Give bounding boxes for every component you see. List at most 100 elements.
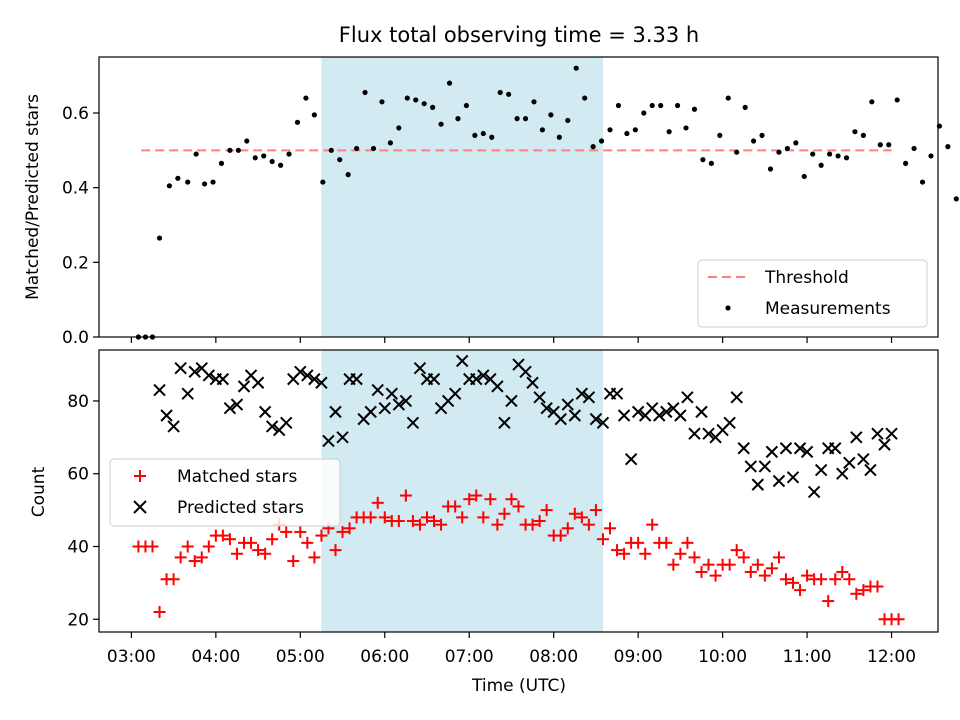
predicted-point (575, 387, 589, 400)
matched-point (252, 544, 265, 557)
observing-span (321, 57, 603, 337)
measurement-point (337, 157, 343, 163)
matched-point (730, 544, 743, 557)
predicted-point (265, 420, 279, 433)
predicted-point (392, 398, 406, 411)
matched-point (230, 547, 243, 560)
predicted-point (568, 409, 582, 422)
measurement-point (497, 89, 503, 96)
measurement-point (438, 121, 444, 127)
predicted-point (294, 365, 307, 379)
predicted-point (251, 376, 265, 389)
y-tick-label: 80 (67, 392, 89, 412)
matched-point (611, 544, 624, 557)
matched-point (674, 547, 687, 560)
matched-point (188, 555, 201, 568)
x-tick-label: 04:00 (191, 647, 240, 667)
measurement-point (413, 97, 419, 103)
x-tick-label: 03:00 (107, 647, 156, 667)
measurement-point (320, 179, 326, 185)
predicted-point (258, 405, 272, 419)
matched-point (484, 493, 497, 506)
predicted-point (540, 402, 553, 415)
measurement-point (303, 95, 309, 101)
measurement-point (818, 162, 824, 168)
predicted-point (779, 442, 793, 455)
measurement-point (311, 112, 317, 118)
matched-point (660, 536, 673, 549)
matched-point (751, 558, 764, 571)
measurement-point (852, 129, 858, 135)
matched-point (695, 565, 708, 578)
matched-points (132, 489, 905, 626)
predicted-point (554, 412, 567, 426)
legend-predicted-swatch (133, 500, 147, 514)
legend-matched-swatch (134, 470, 146, 482)
matched-point (202, 540, 215, 553)
legend-matched-label: Matched stars (177, 467, 297, 487)
matched-point (667, 558, 680, 571)
predicted-point (758, 460, 772, 473)
measurement-point (725, 95, 731, 101)
predicted-point (730, 391, 743, 404)
matched-point (709, 569, 722, 582)
measurement-point (658, 102, 664, 109)
matched-point (772, 551, 785, 564)
measurement-point (286, 151, 292, 157)
matched-point (449, 500, 462, 513)
measurement-point (911, 145, 917, 152)
matched-point (843, 573, 856, 586)
measurement-point (801, 173, 807, 180)
measurement-point (607, 127, 613, 133)
matched-point (794, 584, 807, 597)
measurement-point (835, 153, 841, 159)
measurement-point (166, 183, 172, 189)
measurement-point (421, 101, 427, 107)
x-tick-label: 08:00 (529, 647, 578, 667)
y-tick-label: 0.6 (62, 104, 89, 124)
matched-point (245, 536, 258, 549)
matched-point (815, 573, 828, 586)
predicted-point (807, 485, 821, 499)
measurement-point (877, 142, 883, 148)
predicted-point (836, 467, 849, 480)
measurement-point (810, 151, 816, 157)
predicted-point (230, 398, 244, 411)
measurement-point (185, 179, 191, 185)
matched-point (329, 544, 342, 557)
x-tick-label: 06:00 (360, 647, 409, 667)
measurement-point (193, 151, 199, 157)
measurement-point (666, 129, 672, 135)
matched-point (153, 605, 166, 618)
predicted-point (751, 478, 765, 491)
chart-title: Flux total observing time = 3.33 h (339, 23, 699, 47)
predicted-point (814, 463, 828, 477)
x-tick-label: 05:00 (276, 647, 325, 667)
predicted-point (850, 431, 863, 444)
measurement-point (641, 110, 647, 116)
matched-point (857, 584, 870, 597)
predicted-point (280, 416, 293, 429)
predicted-point (491, 380, 504, 393)
predicted-point (829, 442, 842, 455)
top-x-ticks (130, 337, 893, 343)
predicted-point (329, 405, 342, 419)
predicted-point (589, 412, 603, 426)
measurement-point (345, 172, 351, 178)
measurement-points (135, 65, 959, 340)
matched-point (336, 525, 349, 538)
predicted-point (772, 474, 786, 488)
measurement-point (734, 149, 740, 155)
x-tick-label: 07:00 (445, 647, 494, 667)
predicted-point (561, 398, 574, 411)
matched-point (822, 595, 835, 608)
matched-point (223, 533, 236, 546)
predicted-point (800, 445, 814, 459)
matched-point (399, 489, 412, 502)
bottom-legend-box (109, 458, 341, 527)
matched-point (174, 551, 187, 564)
matched-point (568, 507, 581, 520)
matched-point (477, 511, 490, 524)
predicted-points (153, 354, 898, 499)
bottom-legend: Matched stars Predicted stars (109, 458, 341, 527)
